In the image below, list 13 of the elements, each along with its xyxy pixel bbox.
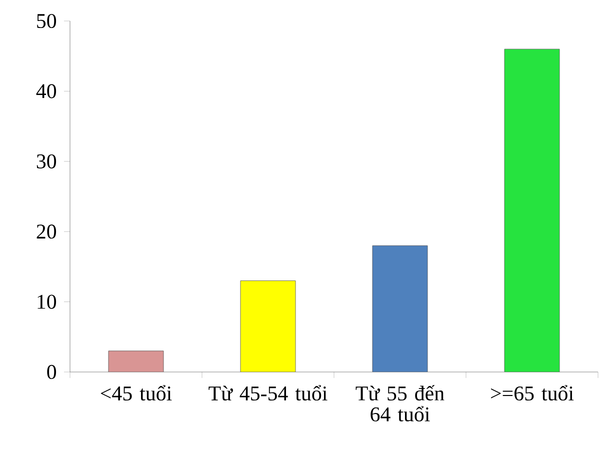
y-tick-label: 30 <box>36 154 56 168</box>
bar <box>372 245 428 372</box>
y-tick-label: 0 <box>47 364 56 380</box>
y-tick-label: 10 <box>38 294 56 309</box>
x-tick-label: Từ 55 đến 64 tuổi <box>356 385 444 422</box>
x-tick-label: <45 tuổi <box>100 385 172 401</box>
y-tick-label: 50 <box>37 14 56 28</box>
y-tick-label: 40 <box>36 84 56 98</box>
x-tick-label: >=65 tuổi <box>491 385 574 401</box>
x-tick-label: Từ 45-54 tuổi <box>208 385 328 401</box>
bar <box>108 350 164 372</box>
y-tick-label: 20 <box>36 224 56 239</box>
bar <box>240 280 296 372</box>
